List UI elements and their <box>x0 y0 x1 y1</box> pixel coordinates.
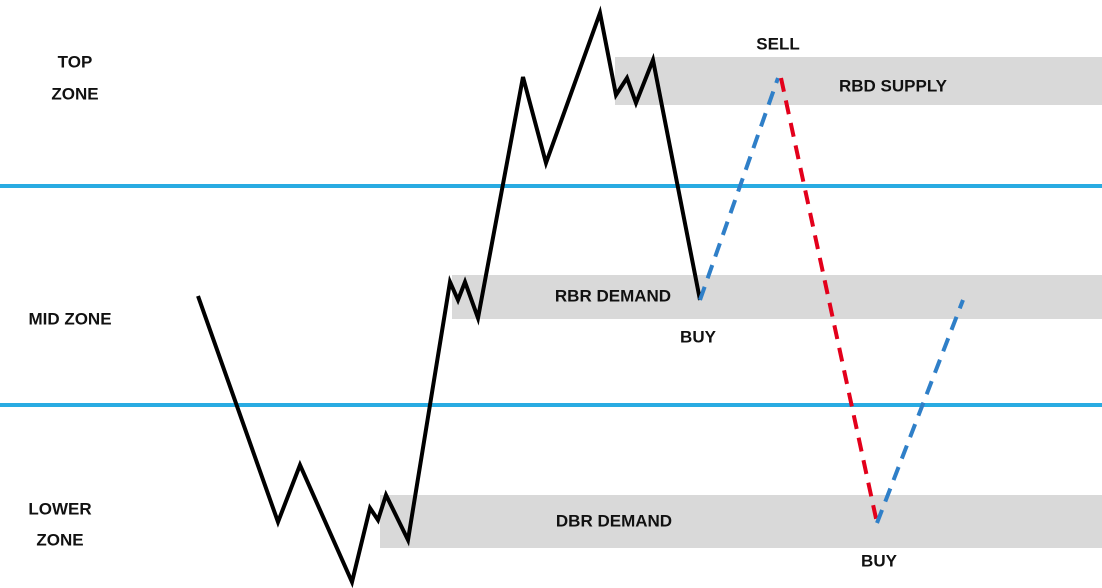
projected-down <box>779 77 879 524</box>
demand-band <box>380 495 1102 548</box>
supply-band <box>615 57 1102 105</box>
zone-label: ZONE <box>36 530 83 549</box>
signal-label: BUY <box>680 327 717 346</box>
zone-label: LOWER <box>28 499 91 518</box>
demand-band <box>452 275 1102 319</box>
price-path <box>196 5 702 588</box>
projected-up <box>698 77 780 301</box>
projected-up <box>875 299 965 524</box>
area-label: DBR DEMAND <box>556 511 672 530</box>
zone-label: TOP <box>58 52 93 71</box>
signal-label: SELL <box>756 34 799 53</box>
area-label: RBR DEMAND <box>555 286 671 305</box>
zone-label: MID ZONE <box>28 309 111 328</box>
signal-label: BUY <box>861 551 898 570</box>
zone-label: ZONE <box>51 84 98 103</box>
area-label: RBD SUPPLY <box>839 76 948 95</box>
